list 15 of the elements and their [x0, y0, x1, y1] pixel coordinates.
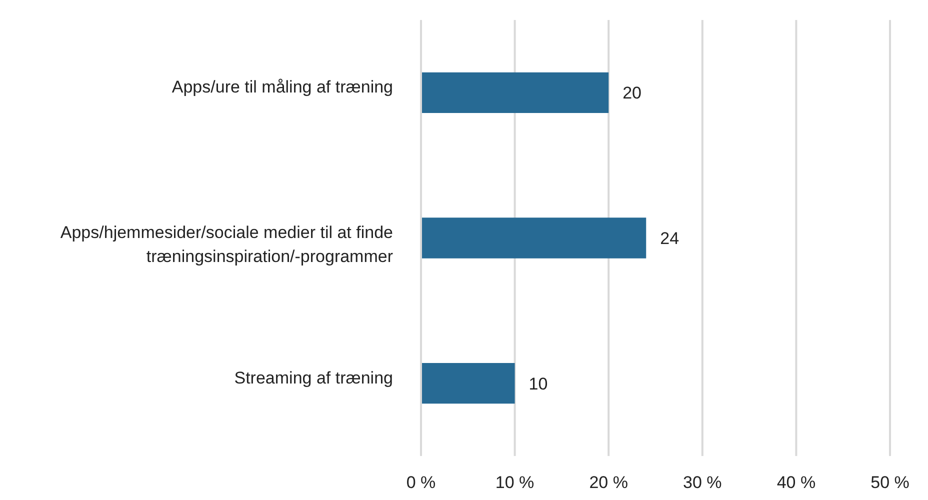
bar	[421, 72, 609, 114]
x-tick-label: 0 %	[406, 473, 436, 492]
data-label: 24	[660, 229, 680, 248]
bar	[421, 218, 646, 258]
bar	[421, 362, 515, 404]
x-tick-label: 50 %	[870, 473, 910, 492]
y-tick-label: Apps/ure til måling af træning	[172, 78, 393, 97]
x-tick-label: 10 %	[495, 473, 534, 492]
x-tick-label: 30 %	[683, 473, 722, 492]
y-tick-label: Apps/hjemmesider/sociale medier til at finde træningsinspiration/-programmer	[60, 223, 394, 266]
data-label: 10	[528, 374, 548, 394]
data-label: 20	[622, 84, 642, 103]
y-tick-label: Streaming af træning	[234, 368, 393, 388]
x-tick-label: 20 %	[589, 473, 628, 492]
x-tick-label: 40 %	[776, 473, 816, 492]
